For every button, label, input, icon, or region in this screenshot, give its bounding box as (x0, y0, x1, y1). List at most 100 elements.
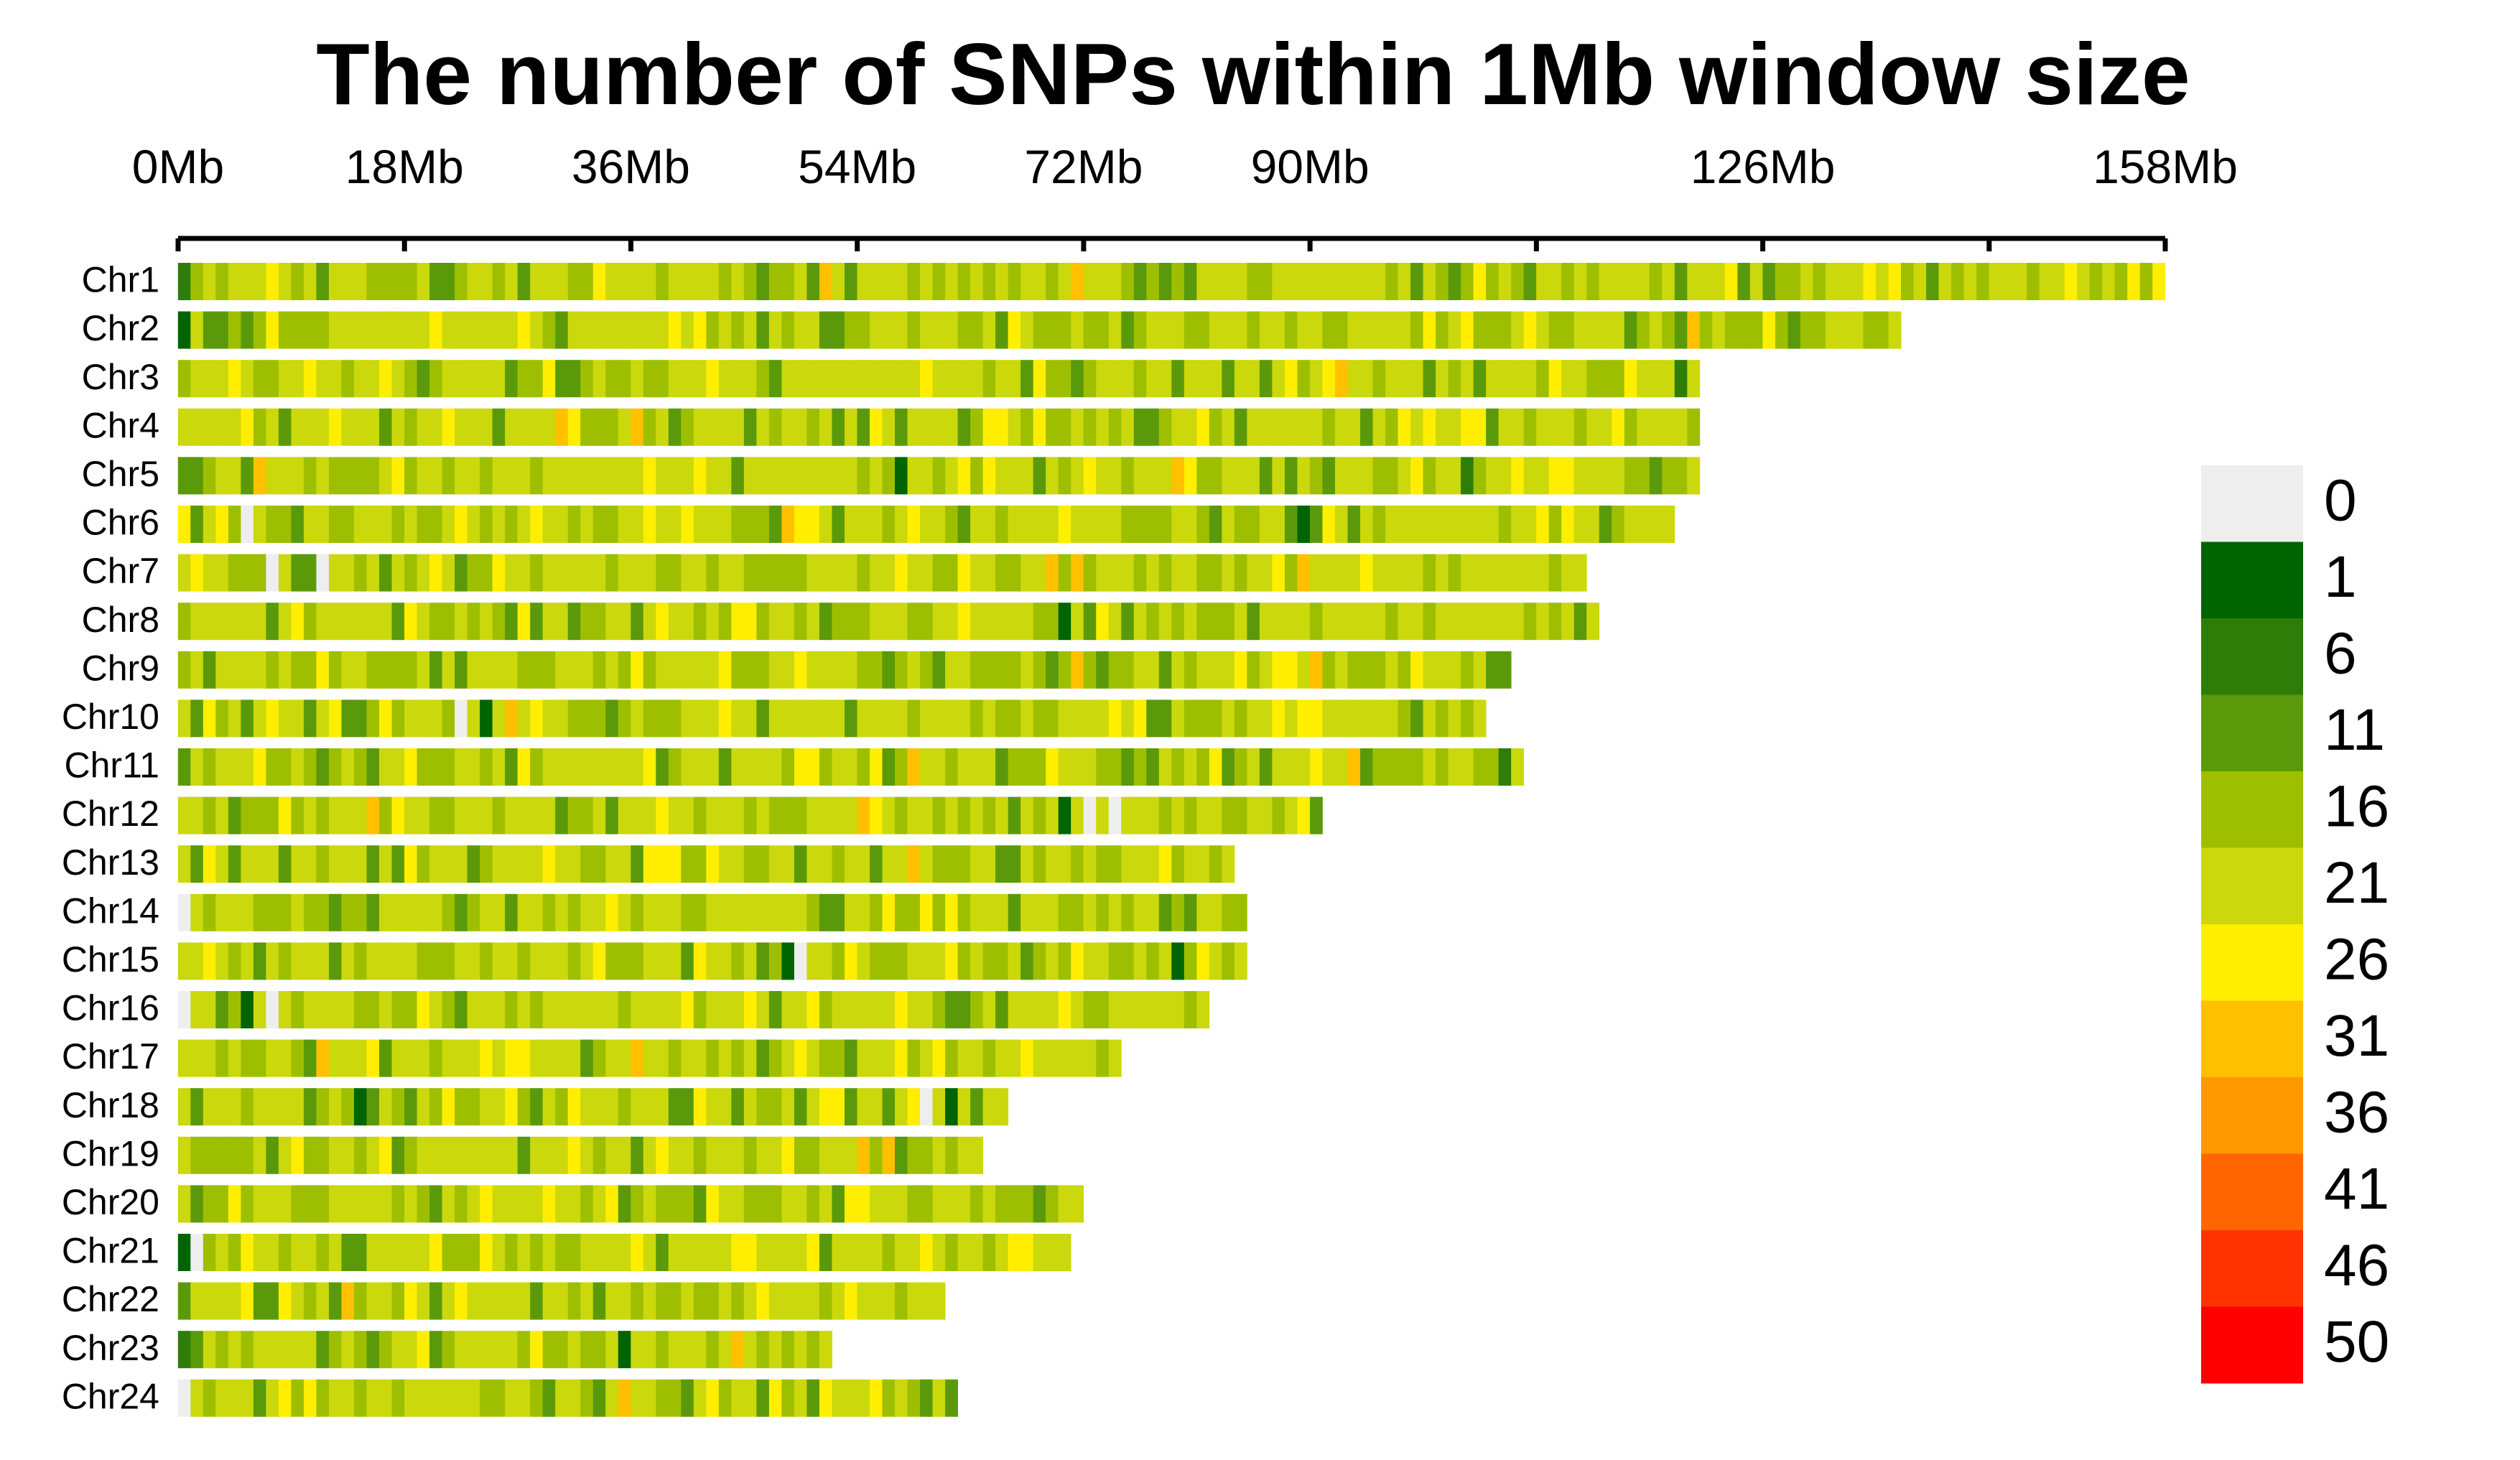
snp-window-cell (190, 1379, 204, 1417)
snp-window-cell (1158, 360, 1172, 398)
snp-window-cell (794, 506, 807, 543)
snp-window-cell (1071, 360, 1084, 398)
snp-window-cell (1284, 457, 1298, 495)
snp-window-cell (1511, 554, 1525, 592)
snp-window-cell (241, 699, 254, 738)
snp-window-cell (1158, 651, 1172, 689)
snp-window-cell (857, 457, 870, 495)
snp-window-cell (1158, 554, 1172, 592)
snp-window-cell (353, 845, 367, 883)
snp-window-cell (1222, 263, 1235, 300)
snp-window-cell (932, 1234, 946, 1271)
snp-window-cell (1410, 651, 1423, 689)
snp-window-cell (1234, 457, 1247, 495)
snp-window-cell (1222, 796, 1235, 834)
snp-window-cell (580, 748, 594, 786)
snp-window-cell (806, 457, 820, 495)
snp-window-cell (932, 554, 946, 592)
snp-window-cell (1662, 408, 1675, 446)
snp-window-cell (1184, 457, 1197, 495)
snp-window-cell (505, 942, 519, 980)
snp-window-cell (177, 748, 191, 786)
snp-window-cell (1359, 699, 1373, 738)
snp-window-cell (1473, 457, 1487, 495)
snp-window-cell (870, 263, 883, 300)
snp-window-cell (592, 845, 606, 883)
snp-window-cell (631, 991, 644, 1028)
snp-window-cell (995, 263, 1009, 300)
snp-window-cell (1247, 311, 1260, 349)
snp-window-cell (957, 1136, 971, 1174)
snp-window-cell (341, 1185, 355, 1223)
snp-window-cell (404, 1234, 417, 1271)
snp-window-cell (353, 506, 367, 543)
snp-window-cell (857, 1185, 870, 1223)
snp-window-cell (693, 554, 707, 592)
snp-window-cell (429, 893, 442, 931)
snp-window-cell (1448, 651, 1461, 689)
snp-window-cell (743, 1234, 757, 1271)
snp-window-cell (291, 1088, 304, 1126)
snp-window-cell (743, 457, 757, 495)
snp-window-cell (530, 942, 544, 980)
snp-window-cell (982, 942, 996, 980)
snp-window-cell (278, 1039, 292, 1077)
snp-window-cell (1222, 408, 1235, 446)
snp-window-cell (455, 263, 468, 300)
snp-window-cell (2102, 263, 2116, 300)
snp-window-cell (391, 506, 405, 543)
snp-window-cell (1196, 554, 1210, 592)
snp-window-cell (467, 796, 480, 834)
snp-window-cell (1133, 796, 1147, 834)
snp-window-cell (328, 554, 342, 592)
snp-window-cell (2001, 263, 2015, 300)
snp-window-cell (768, 1234, 782, 1271)
snp-window-cell (467, 893, 480, 931)
snp-window-cell (379, 1234, 392, 1271)
snp-window-cell (316, 1234, 330, 1271)
snp-window-cell (1573, 360, 1587, 398)
snp-window-cell (555, 893, 569, 931)
snp-window-cell (1272, 699, 1285, 738)
snp-window-cell (2052, 263, 2065, 300)
snp-window-cell (278, 554, 292, 592)
snp-window-cell (731, 942, 745, 980)
snp-window-cell (1108, 748, 1122, 786)
snp-window-cell (2027, 263, 2040, 300)
snp-window-cell (706, 845, 720, 883)
snp-window-cell (1322, 699, 1336, 738)
snp-window-cell (1876, 263, 1889, 300)
snp-window-cell (555, 845, 569, 883)
snp-window-cell (1033, 796, 1046, 834)
snp-window-cell (1372, 360, 1386, 398)
snp-window-cell (982, 651, 996, 689)
snp-window-cell (567, 311, 581, 349)
snp-window-cell (1146, 893, 1160, 931)
snp-window-cell (530, 1185, 544, 1223)
snp-window-cell (190, 991, 204, 1028)
snp-window-cell (982, 1234, 996, 1271)
snp-window-cell (505, 506, 519, 543)
snp-window-cell (580, 603, 594, 641)
chromosome-label: Chr15 (62, 939, 159, 980)
snp-window-cell (656, 1331, 669, 1369)
snp-window-cell (455, 1088, 468, 1126)
snp-window-cell (291, 845, 304, 883)
snp-window-cell (1448, 263, 1461, 300)
snp-window-cell (895, 1282, 908, 1320)
snp-window-cell (555, 603, 569, 641)
snp-window-cell (832, 311, 845, 349)
snp-window-cell (215, 311, 229, 349)
snp-window-cell (995, 311, 1009, 349)
snp-window-cell (429, 1185, 442, 1223)
snp-window-cell (1133, 506, 1147, 543)
snp-window-cell (743, 506, 757, 543)
snp-window-cell (303, 603, 317, 641)
snp-window-cell (1058, 554, 1071, 592)
snp-window-cell (1196, 457, 1210, 495)
snp-window-cell (781, 1379, 795, 1417)
snp-window-cell (706, 991, 720, 1028)
snp-window-cell (781, 651, 795, 689)
snp-window-cell (1398, 603, 1411, 641)
snp-window-cell (505, 1136, 519, 1174)
